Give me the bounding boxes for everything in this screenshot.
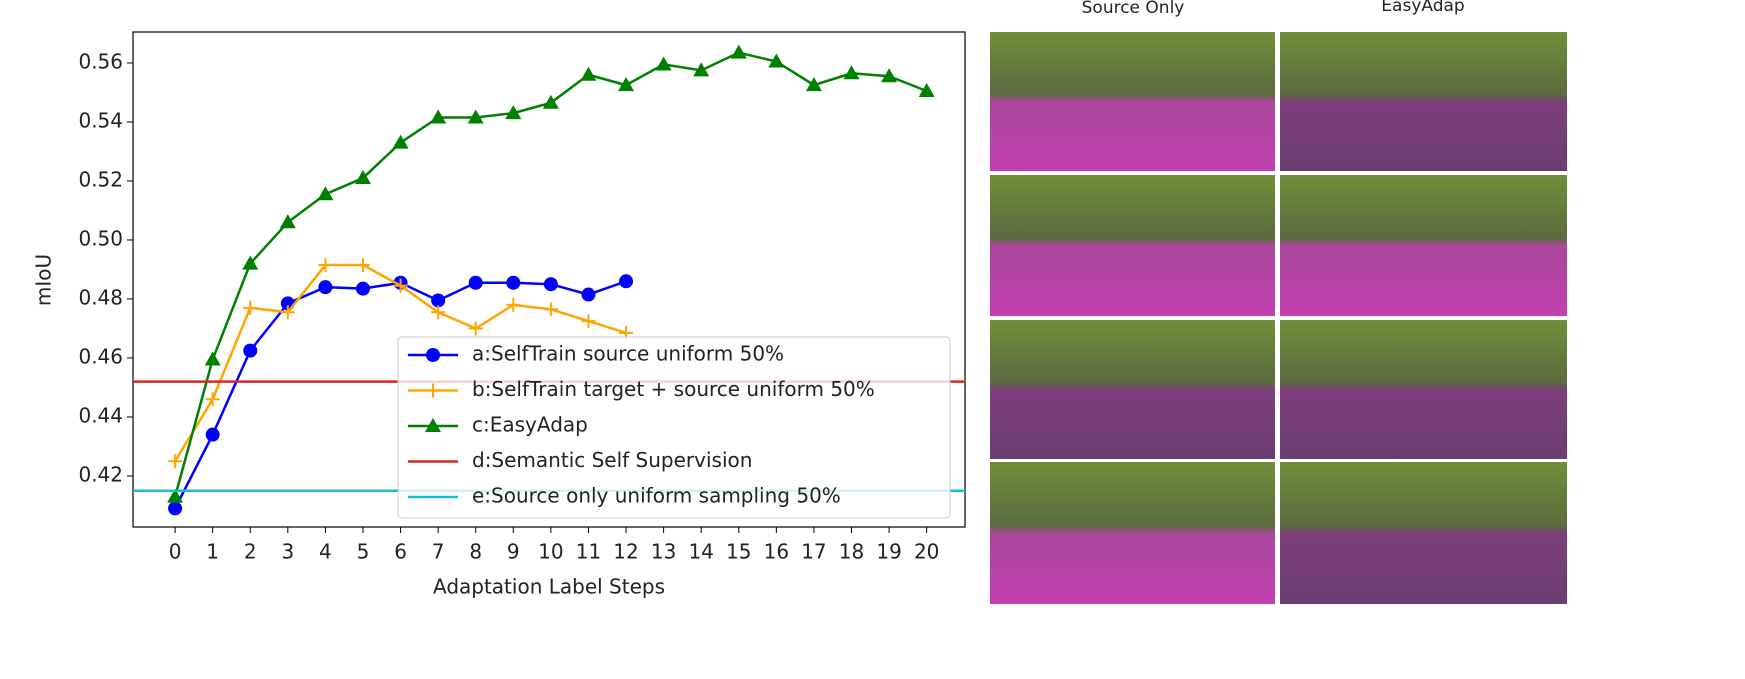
legend-label: d:Semantic Self Supervision — [472, 448, 752, 472]
legend: a:SelfTrain source uniform 50% b:SelfTrai… — [398, 337, 950, 518]
marker — [506, 276, 520, 290]
segmentation-image — [1280, 320, 1567, 459]
segmentation-image — [1280, 32, 1567, 171]
x-tick-label: 5 — [357, 540, 370, 564]
marker — [280, 214, 296, 228]
marker — [317, 186, 333, 200]
segmentation-image — [990, 175, 1275, 316]
marker — [168, 501, 182, 515]
marker — [656, 56, 672, 70]
y-tick-label: 0.52 — [78, 167, 123, 191]
marker — [206, 392, 220, 406]
image-panel: Source Only EasyAdap — [990, 0, 1567, 604]
column-title: Source Only — [1082, 0, 1185, 18]
y-tick-label: 0.46 — [78, 344, 123, 368]
x-tick-label: 18 — [839, 540, 864, 564]
marker — [356, 258, 370, 272]
marker — [543, 95, 559, 109]
y-tick-label: 0.48 — [78, 285, 123, 309]
legend-label: a:SelfTrain source uniform 50% — [472, 342, 784, 366]
segmentation-image — [990, 320, 1275, 459]
x-tick-label: 9 — [507, 540, 520, 564]
x-tick-label: 7 — [432, 540, 445, 564]
x-axis-label: Adaptation Label Steps — [433, 575, 665, 599]
x-tick-label: 3 — [281, 540, 294, 564]
marker — [206, 428, 220, 442]
x-tick-label: 14 — [688, 540, 713, 564]
x-tick-label: 20 — [914, 540, 939, 564]
x-tick-label: 16 — [764, 540, 789, 564]
y-tick-label: 0.50 — [78, 226, 123, 250]
segmentation-image — [990, 32, 1275, 171]
x-tick-label: 10 — [538, 540, 563, 564]
marker — [506, 298, 520, 312]
y-tick-label: 0.54 — [78, 108, 123, 132]
x-tick-label: 8 — [469, 540, 482, 564]
marker — [619, 274, 633, 288]
y-tick-label: 0.44 — [78, 403, 123, 427]
legend-label: c:EasyAdap — [472, 413, 588, 437]
marker — [205, 351, 221, 365]
x-tick-label: 12 — [613, 540, 638, 564]
x-tick-label: 19 — [876, 540, 901, 564]
x-tick-label: 0 — [169, 540, 182, 564]
y-tick-label: 0.42 — [78, 462, 123, 486]
x-tick-label: 4 — [319, 540, 332, 564]
y-axis-label: mIoU — [32, 254, 56, 306]
segmentation-image — [1280, 175, 1567, 316]
marker — [356, 282, 370, 296]
marker — [844, 65, 860, 79]
figure: Source Only EasyAdap Adaptation Label St… — [0, 0, 1745, 679]
legend-label: e:Source only uniform sampling 50% — [472, 484, 841, 508]
marker — [243, 301, 257, 315]
marker — [469, 276, 483, 290]
x-tick-label: 2 — [244, 540, 257, 564]
legend-marker — [426, 348, 440, 362]
x-tick-label: 6 — [394, 540, 407, 564]
marker — [469, 321, 483, 335]
legend-label: b:SelfTrain target + source uniform 50% — [472, 377, 875, 401]
marker — [318, 280, 332, 294]
marker — [393, 135, 409, 149]
segmentation-image — [990, 462, 1275, 604]
segmentation-image — [1280, 462, 1567, 604]
marker — [544, 302, 558, 316]
x-tick-label: 15 — [726, 540, 751, 564]
x-tick-label: 17 — [801, 540, 826, 564]
x-tick-label: 11 — [576, 540, 601, 564]
marker — [731, 45, 747, 59]
marker — [243, 344, 257, 358]
y-tick-label: 0.56 — [78, 49, 123, 73]
x-tick-label: 1 — [206, 540, 219, 564]
marker — [544, 277, 558, 291]
marker — [581, 288, 595, 302]
x-tick-label: 13 — [651, 540, 676, 564]
marker — [581, 314, 595, 328]
marker — [580, 67, 596, 81]
column-title: EasyAdap — [1381, 0, 1464, 16]
marker — [168, 454, 182, 468]
